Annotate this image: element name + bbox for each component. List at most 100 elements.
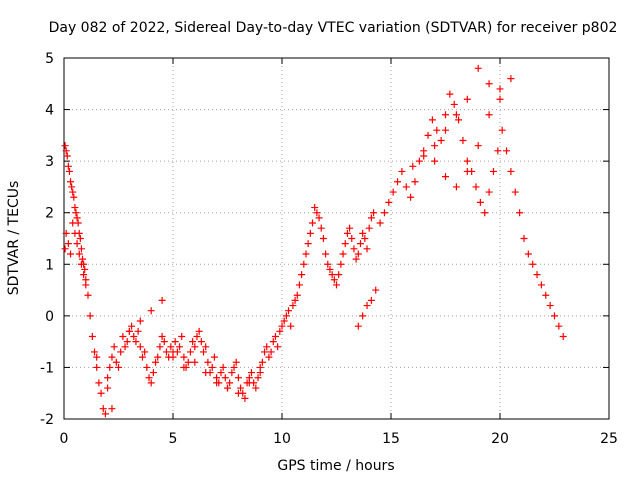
data-point-marker: [115, 363, 122, 371]
data-point-marker: [72, 209, 80, 217]
data-point-marker: [533, 271, 541, 279]
data-point-marker: [202, 343, 210, 351]
chart-title: Day 082 of 2022, Sidereal Day-to-day VTE…: [49, 20, 618, 36]
data-point-marker: [370, 209, 378, 217]
data-point-marker: [330, 276, 338, 284]
data-point-marker: [302, 250, 310, 258]
data-point-marker: [394, 178, 402, 186]
data-points: [61, 64, 567, 418]
data-point-marker: [73, 240, 81, 248]
data-point-marker: [97, 389, 105, 397]
y-tick-label: -1: [40, 360, 54, 376]
data-point-marker: [95, 379, 103, 387]
data-point-marker: [520, 235, 528, 242]
data-point-marker: [271, 332, 279, 340]
data-point-marker: [130, 332, 138, 340]
data-point-marker: [459, 137, 467, 145]
data-point-marker: [295, 281, 303, 289]
data-point-marker: [178, 332, 186, 340]
data-point-marker: [407, 193, 415, 201]
data-point-marker: [191, 343, 199, 351]
data-point-marker: [287, 322, 295, 330]
data-point-marker: [141, 348, 149, 356]
data-point-marker: [119, 332, 127, 340]
data-point-marker: [149, 369, 157, 377]
x-tick-label: 10: [273, 431, 291, 447]
data-point-marker: [442, 111, 449, 119]
data-point-marker: [108, 353, 116, 361]
data-point-marker: [293, 291, 301, 299]
data-point-marker: [322, 250, 330, 258]
data-point-marker: [481, 209, 489, 217]
data-point-marker: [546, 302, 554, 310]
data-point-marker: [162, 348, 170, 356]
data-point-marker: [180, 363, 188, 371]
data-point-marker: [474, 142, 482, 150]
data-point-marker: [191, 358, 199, 366]
data-point-marker: [359, 229, 367, 237]
data-point-marker: [208, 363, 216, 371]
data-point-marker: [306, 229, 314, 237]
plot-frame: [63, 57, 610, 420]
data-point-marker: [450, 100, 458, 108]
data-point-marker: [234, 374, 242, 382]
data-point-marker: [128, 322, 136, 330]
data-point-marker: [184, 358, 192, 366]
data-point-marker: [476, 198, 484, 206]
data-point-marker: [147, 379, 155, 387]
data-point-marker: [365, 224, 373, 232]
data-point-marker: [134, 327, 142, 335]
x-tick-label: 20: [491, 431, 509, 447]
data-point-marker: [496, 95, 504, 103]
data-point-marker: [261, 348, 269, 356]
data-point-marker: [452, 111, 460, 119]
data-point-marker: [99, 405, 107, 413]
data-point-marker: [200, 348, 208, 356]
data-point-marker: [104, 374, 112, 382]
data-point-marker: [61, 142, 69, 150]
data-point-marker: [204, 358, 212, 366]
data-point-marker: [91, 348, 99, 356]
data-point-marker: [341, 240, 349, 248]
data-point-marker: [498, 126, 506, 134]
data-point-marker: [489, 167, 497, 175]
data-point-marker: [274, 343, 282, 351]
data-point-marker: [431, 157, 439, 165]
data-point-marker: [409, 162, 417, 170]
data-point-marker: [110, 343, 118, 351]
data-point-marker: [245, 379, 253, 387]
data-point-marker: [472, 183, 480, 191]
data-point-marker: [169, 353, 177, 361]
data-point-marker: [76, 235, 84, 242]
data-point-marker: [202, 369, 210, 377]
data-point-marker: [455, 116, 463, 124]
data-point-marker: [428, 116, 436, 124]
data-point-marker: [463, 157, 471, 165]
data-point-marker: [88, 332, 96, 340]
data-point-marker: [507, 167, 515, 175]
data-point-marker: [106, 363, 114, 371]
y-tick-label: 0: [45, 309, 54, 325]
data-point-marker: [68, 183, 76, 191]
data-point-marker: [280, 317, 288, 325]
y-tick-label: -2: [40, 412, 54, 428]
x-tick-label: 0: [60, 431, 69, 447]
data-point-marker: [282, 312, 290, 320]
data-point-marker: [136, 343, 144, 351]
data-point-marker: [376, 219, 384, 227]
data-point-marker: [186, 348, 194, 356]
data-point-marker: [228, 369, 236, 377]
data-point-marker: [158, 332, 166, 340]
data-point-marker: [81, 265, 89, 273]
data-point-marker: [180, 353, 188, 361]
data-point-marker: [463, 95, 471, 103]
data-point-marker: [402, 183, 410, 191]
data-point-marker: [167, 343, 175, 351]
data-point-marker: [350, 245, 358, 253]
data-point-marker: [219, 363, 227, 371]
data-point-marker: [542, 291, 550, 299]
data-point-marker: [125, 327, 133, 335]
data-point-marker: [138, 353, 146, 361]
data-point-marker: [123, 338, 131, 346]
